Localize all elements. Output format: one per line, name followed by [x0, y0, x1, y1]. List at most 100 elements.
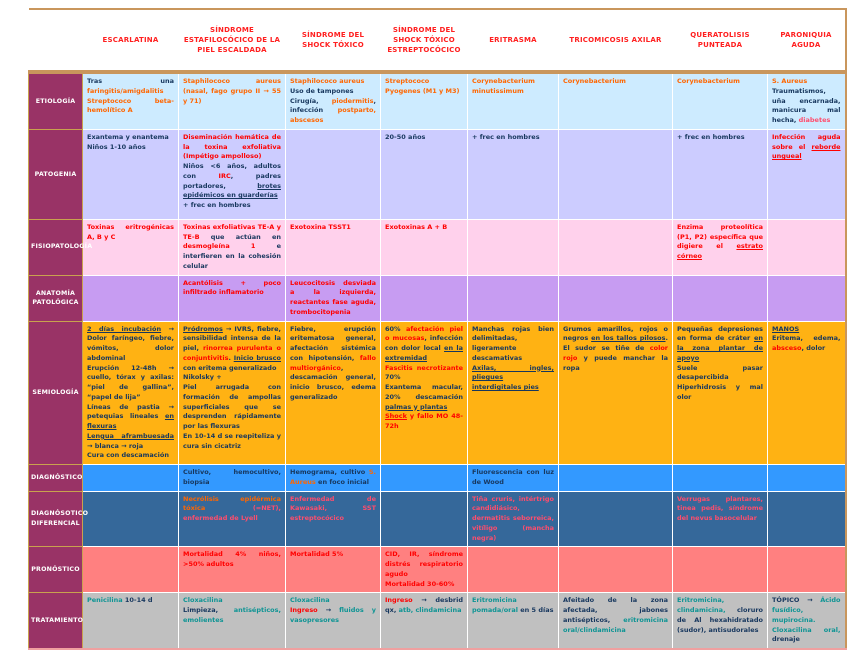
cell-pronostico-col2: Mortalidad 4% niños, >50% adultos [178, 546, 286, 594]
table-row-diagnostico: DIAGNÓSTICO Cultivo, hemocultivo, biopsia… [28, 464, 846, 492]
cell-patogenia-col5: + frec en hombres [467, 128, 559, 220]
cell-pronostico-col8 [767, 546, 846, 594]
row-label-fisiopatologia: FISIOPATOLOGÍA [28, 218, 92, 276]
text-segment: brotes epidémicos en guarderías [183, 181, 281, 200]
text-segment: , infección [290, 96, 376, 115]
cell-anatomia-col4 [380, 274, 468, 322]
cell-semiologia-col2: Pródromos → IVRS, fiebre, sensibilidad i… [178, 320, 286, 465]
table-row-diferencial: DIAGNÓSOTICO DIFERENCIAL Necrólisis epidé… [28, 490, 846, 548]
cell-diagnostico-col1 [82, 464, 179, 492]
text-segment: → Dolor faríngeo, fiebre, vómitos, dolor… [87, 324, 175, 421]
column-header-3: SÍNDROME DEL SHOCK TÓXICO [285, 9, 381, 74]
text-segment: Corynebacterium [563, 77, 626, 85]
cell-diagnostico-col3: Hemograma, cultivo S. Aureus en foco ini… [285, 464, 381, 492]
row-label-semiologia: SEMIOLOGÍA [28, 320, 83, 465]
cell-etiologia-col5: Corynebacterium minutissimum [467, 71, 559, 130]
text-segment: Shock [385, 412, 407, 421]
cell-fisiopatologia-col7: Enzima proteolítica (P1, P2) específica … [672, 218, 768, 276]
text-segment: . El sudor se tiñe de [563, 334, 668, 352]
text-segment: → [317, 606, 340, 614]
row-label-diagnostico: DIAGNÓSTICO [28, 464, 83, 492]
cell-pronostico-col1 [82, 546, 179, 594]
cell-diferencial-col3: Enfermedad de Kawasaki, SST estreptocóci… [285, 490, 381, 548]
text-segment: e interfieren en la cohesión celular [183, 242, 281, 270]
cell-diferencial-col5: Tiña cruris, intértrigo candidiásico, de… [467, 490, 559, 548]
text-segment: + frec en hombres [677, 132, 745, 141]
text-segment: piodermitis [331, 96, 374, 105]
table-body: ETIOLOGÍA Tras una faringitis/amigdalitis… [28, 71, 846, 650]
table-row-fisiopatologia: FISIOPATOLOGÍA Toxinas eritrogénicas A, B… [28, 218, 846, 276]
cell-pronostico-col4: CID, IR, síndrome distrés respiratorio a… [380, 546, 468, 594]
cell-patogenia-col6 [558, 128, 673, 220]
text-segment: reborde ungueal [772, 142, 841, 161]
column-header-7: QUERATOLISIS PUNTEADA [672, 9, 768, 74]
cell-fisiopatologia-col8 [767, 218, 846, 276]
cell-anatomia-col6 [558, 274, 673, 322]
cell-diagnostico-col2: Cultivo, hemocultivo, biopsia [178, 464, 286, 492]
table-row-etiologia: ETIOLOGÍA Tras una faringitis/amigdalitis… [28, 71, 846, 130]
cell-tratamiento-col8: TÓPICO → Ácido fusídico, mupirocina. Clo… [767, 592, 846, 650]
cell-diferencial-col7: Verrugas plantares, tinea pedis, síndrom… [672, 490, 768, 548]
text-segment: desmogleína 1 [183, 242, 256, 251]
cell-semiologia-col4: 60% afectación piel o mucosas, infección… [380, 320, 468, 465]
text-segment: Hemograma, cultivo [290, 468, 369, 476]
cell-diagnostico-col7 [672, 464, 768, 492]
cell-anatomia-col1 [82, 274, 179, 322]
cell-fisiopatologia-col4: Exotoxinas A + B [380, 218, 468, 276]
text-segment: con eritema generalizado Nikolsky + Piel a… [183, 363, 281, 450]
text-segment: Fiebre, erupción eritematosa general, af… [290, 324, 376, 362]
text-segment: que actúan en [210, 232, 281, 241]
text-segment: Tiña cruris, intértrigo candidiásico, de… [472, 494, 554, 542]
cell-pronostico-col5 [467, 546, 559, 594]
text-segment: y puede manchar la ropa [563, 353, 668, 372]
cell-etiologia-col8: S. Aureus Traumatismos, uña encarnada, ma… [767, 71, 846, 130]
cell-tratamiento-col7: Eritromicina, clindamicina, cloruro de A… [672, 592, 768, 650]
table-row-tratamiento: TRATAMIENTO Penicilina 10-14 d Cloxacilina… [28, 592, 846, 650]
header-row: ESCARLATINA SÍNDROME ESTAFILOCÓCICO DE LA… [28, 9, 846, 74]
text-segment: 70% Exantema macular, 20% descamación [385, 373, 463, 401]
text-segment: y fallo MO 48-72h [385, 412, 463, 430]
cell-tratamiento-col4: Ingreso → desbrid qx, atb, clindamicina [380, 592, 468, 650]
cell-patogenia-col3 [285, 128, 381, 220]
text-segment: Toxinas eritrogénicas A, B y C [87, 222, 174, 241]
cell-diagnostico-col8 [767, 464, 846, 492]
cell-semiologia-col7: Pequeñas depresiones en forma de cráter … [672, 320, 768, 465]
text-segment: 60% [385, 324, 406, 333]
text-segment: Limpieza, [183, 606, 234, 614]
column-header-5: ERITRASMA [467, 9, 559, 74]
text-segment: Grumos amarillos, rojos o negros [563, 324, 668, 343]
row-label-diferencial: DIAGNÓSOTICO DIFERENCIAL [28, 490, 88, 548]
cell-diagnostico-col5: Fluorescencia con luz de Wood [467, 464, 559, 492]
table-row-patogenia: PATOGENIA Exantema y enantema Niños 1-10 a… [28, 128, 846, 220]
text-segment: en flexuras [87, 412, 174, 430]
cell-semiologia-col5: Manchas rojas bien delimitadas, ligerame… [467, 320, 559, 465]
cell-tratamiento-col6: Afeitado de la zona afectada, jabones an… [558, 592, 673, 650]
text-segment: en 5 días [520, 606, 554, 614]
cell-anatomia-col8 [767, 274, 846, 322]
text-segment: → blanca → roja Cura con descamación [87, 441, 169, 460]
text-segment: Exantema y enantema Niños 1-10 años [87, 132, 169, 151]
text-segment: → IVRS, fiebre, sensibilidad intensa de … [183, 324, 281, 353]
text-segment: Inicio brusco [233, 353, 281, 362]
disease-comparison-document: ESCARLATINA SÍNDROME ESTAFILOCÓCICO DE LA… [28, 8, 847, 650]
text-segment: Acantólisis + poco infiltrado inflamator… [183, 278, 281, 297]
row-label-tratamiento: TRATAMIENTO [28, 592, 83, 650]
cell-fisiopatologia-col3: Exotoxina TSST1 [285, 218, 381, 276]
text-segment: + frec en hombres [472, 132, 540, 141]
text-segment: Streptococo beta-hemolítico A [87, 96, 174, 115]
cell-semiologia-col1: 2 días incubación → Dolor faríngeo, fieb… [82, 320, 179, 465]
column-header-1: ESCARLATINA [82, 9, 179, 74]
text-segment: S. Aureus [290, 468, 376, 486]
cell-etiologia-col4: Streptococo Pyogenes (M1 y M3) [380, 71, 468, 130]
cell-diagnostico-col6 [558, 464, 673, 492]
text-segment: fallo multiorgánico [290, 353, 376, 372]
cell-pronostico-col3: Mortalidad 5% [285, 546, 381, 594]
text-segment: afectación piel o mucosas [385, 324, 463, 343]
text-segment: MANOS [772, 324, 800, 333]
text-segment: 2 días incubación [87, 324, 162, 333]
text-segment: postparto, abscesos [290, 106, 376, 124]
cell-patogenia-col7: + frec en hombres [672, 128, 768, 220]
text-segment: Mortalidad 4% niños, >50% adultos [183, 550, 281, 568]
text-segment: estrato córneo [677, 242, 763, 260]
cell-anatomia-col5 [467, 274, 559, 322]
